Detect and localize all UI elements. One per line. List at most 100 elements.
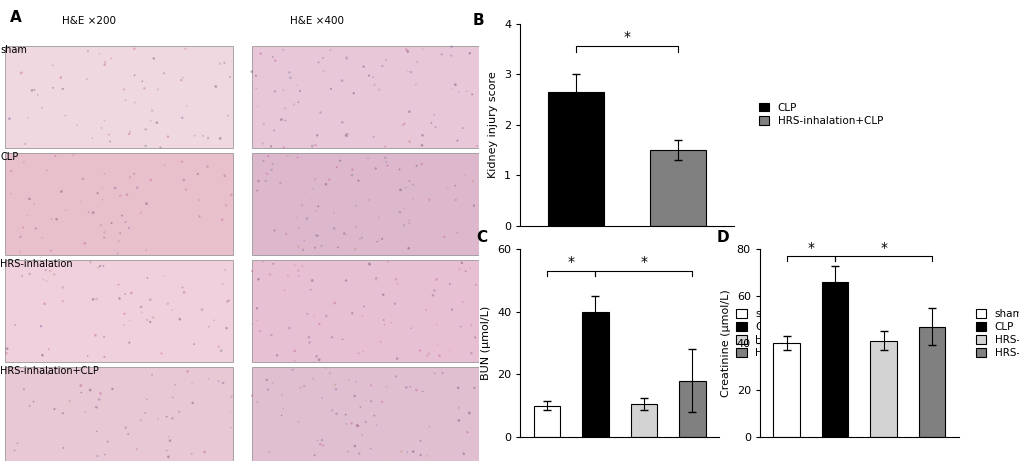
Point xyxy=(74,175,91,183)
Point xyxy=(374,62,390,70)
Point xyxy=(414,388,430,395)
Bar xyxy=(252,47,479,148)
Point xyxy=(414,46,430,53)
Point xyxy=(248,72,264,79)
Point xyxy=(454,125,471,132)
Point xyxy=(345,89,362,97)
Point xyxy=(386,300,403,307)
Point xyxy=(366,81,382,88)
Point xyxy=(217,266,233,274)
Point xyxy=(222,73,238,81)
Point xyxy=(299,310,315,318)
Point xyxy=(282,74,299,81)
Point xyxy=(337,420,354,428)
Point xyxy=(114,212,130,219)
Point xyxy=(45,62,61,69)
Point xyxy=(255,258,271,266)
Point xyxy=(101,131,117,138)
Point xyxy=(0,349,14,357)
Point xyxy=(466,202,482,209)
Point xyxy=(376,321,392,329)
Point xyxy=(392,186,409,194)
Point xyxy=(265,260,281,267)
Point xyxy=(186,132,203,140)
Point xyxy=(244,267,260,275)
Point xyxy=(2,116,18,123)
Point xyxy=(278,230,294,238)
Point xyxy=(424,292,440,299)
Point xyxy=(305,375,321,383)
Point xyxy=(291,384,308,392)
Point xyxy=(339,130,356,138)
Point xyxy=(115,86,131,93)
Point xyxy=(457,267,473,275)
Point xyxy=(85,134,101,142)
Bar xyxy=(533,406,559,437)
Point xyxy=(407,462,423,469)
Point xyxy=(142,296,158,304)
Point xyxy=(397,384,414,391)
Point xyxy=(389,280,406,287)
Point xyxy=(146,55,162,62)
Point xyxy=(115,321,131,329)
Point xyxy=(267,88,283,95)
Point xyxy=(192,212,208,220)
Point xyxy=(328,164,344,171)
Point xyxy=(53,74,69,81)
Point xyxy=(443,43,460,50)
Point xyxy=(83,258,99,266)
Point xyxy=(213,347,229,354)
Point xyxy=(346,442,363,450)
Point xyxy=(315,54,331,62)
Point xyxy=(210,377,226,385)
Point xyxy=(391,165,408,173)
Point xyxy=(334,118,351,126)
Point xyxy=(397,184,414,192)
Point xyxy=(143,176,159,184)
Point xyxy=(466,384,482,392)
Point xyxy=(424,291,440,298)
Point xyxy=(121,339,138,346)
Point xyxy=(343,166,360,173)
Point xyxy=(244,68,260,76)
Point xyxy=(164,393,180,401)
Point xyxy=(460,429,476,436)
Point xyxy=(210,343,226,351)
Point xyxy=(310,203,326,210)
Point xyxy=(117,96,133,104)
Point xyxy=(43,247,59,254)
Text: H&E ×200: H&E ×200 xyxy=(62,16,116,26)
Point xyxy=(337,277,354,284)
Point xyxy=(258,177,274,185)
Point xyxy=(144,107,160,114)
Point xyxy=(194,306,210,313)
Point xyxy=(171,315,187,323)
Point xyxy=(439,185,455,192)
Point xyxy=(212,60,228,68)
Point xyxy=(14,273,31,280)
Point xyxy=(222,424,238,431)
Point xyxy=(264,53,280,61)
Point xyxy=(459,87,475,95)
Point xyxy=(39,167,55,174)
Point xyxy=(256,120,272,128)
Point xyxy=(19,212,36,219)
Point xyxy=(263,166,279,173)
Point xyxy=(116,310,132,318)
Point xyxy=(380,458,396,465)
Point xyxy=(338,53,355,60)
Point xyxy=(290,224,307,232)
Point xyxy=(276,287,292,294)
Point xyxy=(178,102,195,110)
Point xyxy=(356,303,372,310)
Point xyxy=(375,316,391,324)
Point xyxy=(387,373,404,380)
Point xyxy=(377,56,393,64)
Point xyxy=(177,186,194,193)
Point xyxy=(158,413,174,420)
Point xyxy=(160,300,176,307)
Point xyxy=(53,188,69,196)
Point xyxy=(273,116,289,123)
Point xyxy=(372,338,388,346)
Point xyxy=(35,276,51,283)
